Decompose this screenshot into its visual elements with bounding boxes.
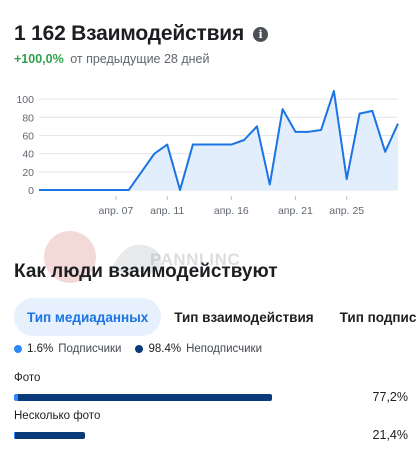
- change-period-text: от предыдущие 28 дней: [70, 52, 210, 66]
- metric-label-photo: Фото: [14, 372, 41, 384]
- change-summary: +100,0% от предыдущие 28 дней: [14, 52, 402, 66]
- legend-item-followers: 1.6% Подписчики: [14, 343, 121, 355]
- series-line: [39, 89, 399, 191]
- metric-row-photo: Фото 77,2%: [14, 372, 408, 405]
- legend-item-non-followers: 98.4% Неподписчики: [135, 343, 262, 355]
- y-tick-label: 100: [16, 94, 34, 106]
- breakdown-tabs: Тип медиаданных Тип взаимодействия Тип п…: [14, 298, 416, 336]
- legend-label-non-followers: Неподписчики: [186, 343, 263, 355]
- x-tick-label: апр. 21: [278, 205, 313, 217]
- legend-dot-followers: [14, 345, 22, 353]
- breakdown-legend: 1.6% Подписчики 98.4% Неподписчики: [14, 343, 276, 355]
- metric-bar-multi-photo: [14, 431, 348, 439]
- metric-row-multi-photo: Несколько фото 21,4%: [14, 410, 408, 443]
- change-percent: +100,0%: [14, 52, 64, 66]
- insights-header: 1 162 Взаимодействия i +100,0% от предыд…: [14, 22, 402, 66]
- x-tick-label: апр. 07: [98, 205, 133, 217]
- y-tick-label: 40: [22, 149, 34, 161]
- metric-label-multi-photo: Несколько фото: [14, 410, 101, 422]
- tab-interaction-type[interactable]: Тип взаимодействия: [174, 309, 314, 325]
- interactions-chart-svg: 0 20 40 60 80 100 апр. 07 апр. 11 апр. 16 апр. 21…: [16, 89, 399, 217]
- y-tick-label: 60: [22, 130, 34, 142]
- metric-bar-photo: [14, 393, 348, 401]
- tab-media-type[interactable]: Тип медиаданных: [14, 298, 162, 336]
- series-area: [39, 90, 398, 190]
- watermark-text: PANNI INC: [150, 250, 241, 269]
- y-tick-label: 0: [28, 185, 34, 197]
- metric-value-multi-photo: 21,4%: [372, 428, 408, 442]
- legend-label-followers: Подписчики: [58, 343, 122, 355]
- x-tick-label: апр. 16: [214, 205, 249, 217]
- legend-value-followers: 1.6%: [27, 343, 54, 355]
- metric-bar-non-followers-photo: [18, 393, 272, 401]
- info-icon[interactable]: i: [253, 26, 269, 42]
- x-tick-label: апр. 25: [329, 205, 364, 217]
- legend-value-non-followers: 98.4%: [148, 343, 182, 355]
- y-tick-label: 20: [22, 167, 34, 179]
- metric-bar-followers-photo: [14, 393, 19, 401]
- y-tick-label: 80: [22, 112, 34, 124]
- legend-dot-non-followers: [135, 345, 144, 353]
- x-tick-label: апр. 11: [150, 205, 184, 217]
- metric-value-photo: 77,2%: [372, 390, 408, 404]
- section-title: Как люди взаимодействуют: [14, 261, 278, 282]
- metric-bar-followers-multi-photo: [14, 431, 16, 439]
- interactions-title: 1 162 Взаимодействия: [14, 22, 245, 45]
- tab-follower-type[interactable]: Тип подписчиков: [339, 309, 416, 325]
- interactions-chart: 0 20 40 60 80 100 апр. 07 апр. 11 апр. 16 апр. 21…: [0, 82, 416, 222]
- metric-bar-non-followers-multi-photo: [15, 431, 86, 439]
